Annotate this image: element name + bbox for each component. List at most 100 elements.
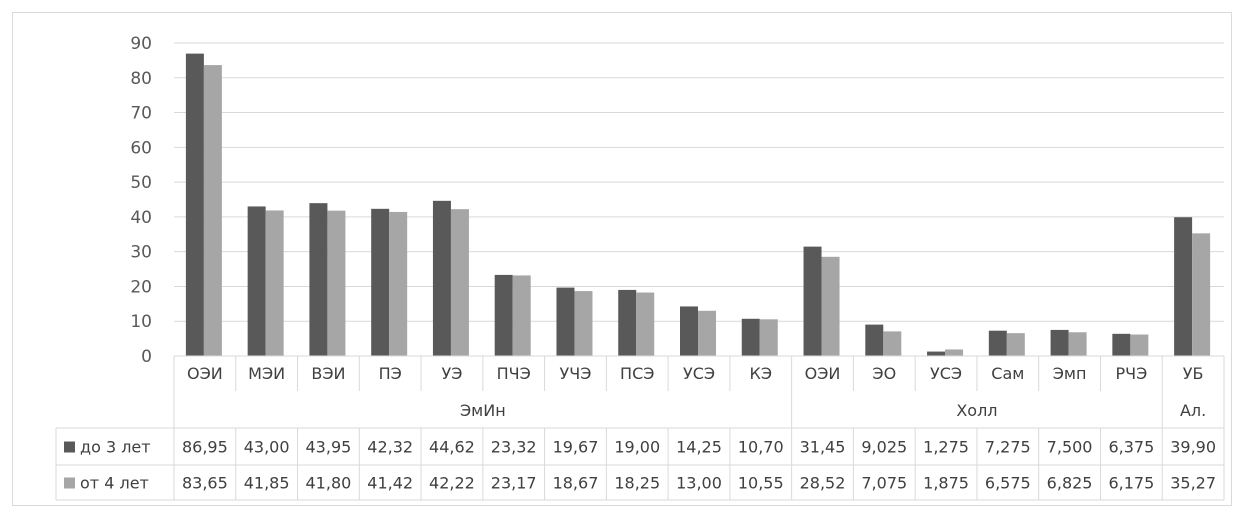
y-axis: 0 10 20 30 40 50 60 70 80 90 <box>130 34 152 367</box>
chart-frame <box>12 12 1232 506</box>
data-label: 13,00 <box>676 474 722 493</box>
category-label: ПЭ <box>379 364 402 383</box>
data-label: 6,575 <box>985 474 1031 493</box>
data-label: 23,17 <box>491 474 537 493</box>
bar <box>512 275 531 356</box>
legend-label: от 4 лет <box>80 474 149 493</box>
bar <box>1006 333 1025 356</box>
category-label: ОЭИ <box>805 364 841 383</box>
data-label: 7,500 <box>1047 438 1093 457</box>
bar <box>988 330 1007 356</box>
category-label: КЭ <box>749 364 772 383</box>
category-label: УБ <box>1183 364 1204 383</box>
legend-label: до 3 лет <box>80 438 151 457</box>
legend-key <box>64 477 75 489</box>
bars <box>185 53 1211 356</box>
data-label: 39,90 <box>1170 438 1216 457</box>
legend-key <box>64 441 75 453</box>
bar <box>556 287 575 356</box>
bar <box>203 65 222 356</box>
y-tick-label: 90 <box>130 34 152 54</box>
data-label: 6,375 <box>1108 438 1154 457</box>
data-label: 42,32 <box>367 438 413 457</box>
bar <box>327 210 346 356</box>
data-label: 83,65 <box>182 474 228 493</box>
category-label: МЭИ <box>248 364 285 383</box>
bar <box>450 209 469 356</box>
y-tick-label: 30 <box>130 243 152 263</box>
data-label: 41,42 <box>367 474 413 493</box>
data-label: 35,27 <box>1170 474 1216 493</box>
category-label: ЭО <box>872 364 896 383</box>
bar <box>309 203 328 356</box>
data-label: 6,825 <box>1047 474 1093 493</box>
data-label: 42,22 <box>429 474 475 493</box>
bar <box>1050 329 1069 356</box>
group-label: Холл <box>956 401 997 420</box>
data-label: 23,32 <box>491 438 537 457</box>
bar <box>1068 332 1087 356</box>
data-label: 14,25 <box>676 438 722 457</box>
bar <box>1112 333 1131 356</box>
bar <box>759 319 778 356</box>
category-label: ПСЭ <box>620 364 654 383</box>
data-label: 43,95 <box>306 438 352 457</box>
bar <box>265 210 284 356</box>
bar <box>927 351 946 356</box>
bar <box>432 200 451 356</box>
bar <box>247 206 266 356</box>
data-label: 18,67 <box>553 474 599 493</box>
category-label: Эмп <box>1053 364 1087 383</box>
data-label: 9,025 <box>861 438 907 457</box>
data-label: 1,275 <box>923 438 969 457</box>
bar <box>698 310 716 356</box>
data-label: 19,00 <box>614 438 660 457</box>
category-label: ПЧЭ <box>497 364 531 383</box>
bar <box>574 291 593 356</box>
bar <box>741 318 760 356</box>
category-label: ВЭИ <box>311 364 345 383</box>
data-label: 10,55 <box>738 474 784 493</box>
bar <box>1174 217 1193 356</box>
gridlines <box>174 42 1224 322</box>
y-tick-label: 60 <box>130 138 152 158</box>
category-label: УЭ <box>441 364 462 383</box>
category-label: ОЭИ <box>187 364 223 383</box>
category-label: РЧЭ <box>1115 364 1147 383</box>
y-tick-label: 10 <box>130 312 152 332</box>
bar <box>945 349 964 356</box>
category-label: УСЭ <box>930 364 962 383</box>
data-label: 19,67 <box>553 438 599 457</box>
y-tick-label: 70 <box>130 104 152 124</box>
bar <box>1192 233 1211 356</box>
bar <box>1130 334 1149 356</box>
bar <box>371 208 390 356</box>
data-label: 18,25 <box>614 474 660 493</box>
category-label: УСЭ <box>683 364 715 383</box>
data-label: 31,45 <box>800 438 846 457</box>
data-label: 44,62 <box>429 438 475 457</box>
y-tick-label: 0 <box>141 347 152 367</box>
data-label: 7,275 <box>985 438 1031 457</box>
category-label: УЧЭ <box>560 364 592 383</box>
bar <box>680 306 698 356</box>
data-label: 1,875 <box>923 474 969 493</box>
bar <box>803 246 822 356</box>
bar <box>185 53 204 356</box>
category-label: Сам <box>991 364 1024 383</box>
bar <box>618 289 637 356</box>
y-tick-label: 50 <box>130 173 152 193</box>
data-label: 41,85 <box>244 474 290 493</box>
data-label: 7,075 <box>861 474 907 493</box>
bar <box>389 211 408 356</box>
group-label: ЭмИн <box>460 401 506 420</box>
data-label: 10,70 <box>738 438 784 457</box>
bar <box>883 331 902 356</box>
data-table: ОЭИ МЭИ ВЭИ ПЭ УЭ ПЧЭ УЧЭ ПСЭ УСЭ КЭ ОЭИ ЭО УСЭ Сам Эм… <box>55 355 1225 501</box>
group-label: Ал. <box>1180 401 1206 420</box>
data-label: 28,52 <box>800 474 846 493</box>
bar <box>636 292 655 356</box>
y-tick-label: 20 <box>130 277 152 297</box>
y-tick-label: 80 <box>130 69 152 89</box>
data-label: 86,95 <box>182 438 228 457</box>
